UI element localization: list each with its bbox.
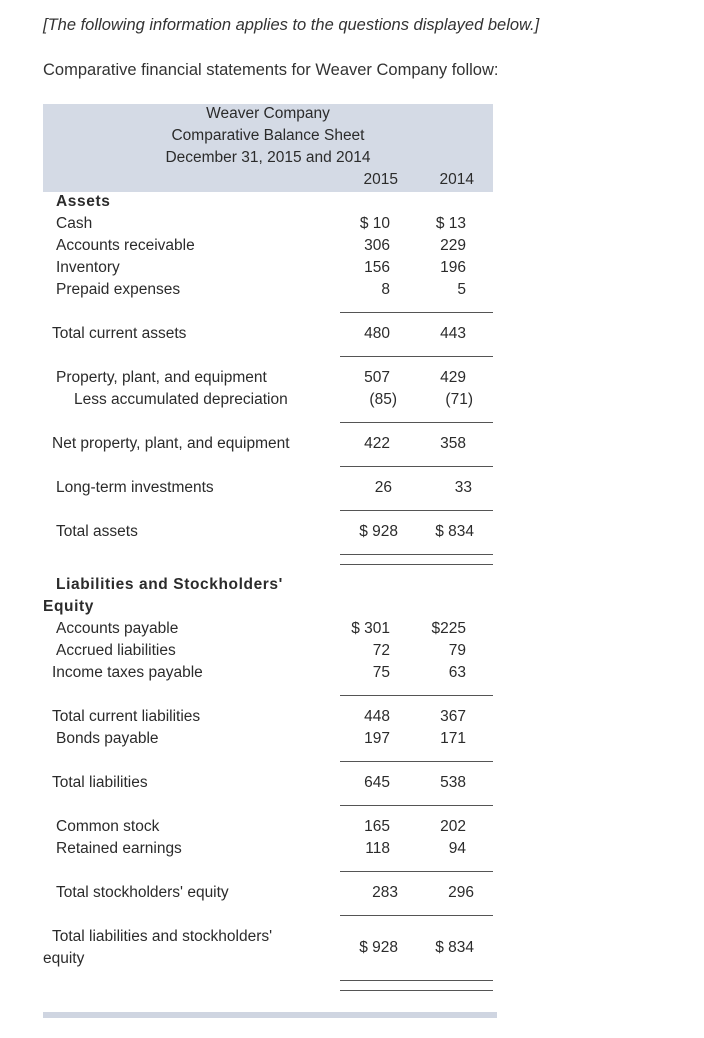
cash-2015: $ 10 bbox=[359, 215, 390, 232]
ppe-label: Property, plant, and equipment bbox=[56, 369, 267, 386]
statement-title: Comparative Balance Sheet bbox=[171, 127, 365, 144]
assets-heading: Assets bbox=[56, 193, 111, 210]
common-stock-2015: 165 bbox=[364, 818, 390, 835]
divider bbox=[340, 871, 493, 872]
table-footer-bar bbox=[43, 1012, 497, 1018]
accrued-2014: 79 bbox=[448, 642, 466, 659]
common-stock-label: Common stock bbox=[56, 818, 160, 835]
table-header bbox=[43, 104, 493, 192]
double-underline bbox=[340, 554, 493, 555]
prepaid-2014: 5 bbox=[457, 281, 466, 298]
liabilities-heading: Liabilities and Stockholders' bbox=[56, 576, 283, 593]
prepaid-label: Prepaid expenses bbox=[56, 281, 181, 298]
ppe-2015: 507 bbox=[364, 369, 390, 386]
intro-note: [The following information applies to th… bbox=[43, 16, 540, 34]
net-ppe-label: Net property, plant, and equipment bbox=[52, 435, 290, 452]
divider bbox=[340, 510, 493, 511]
intro-text: Comparative financial statements for Wea… bbox=[43, 61, 499, 79]
ar-2015: 306 bbox=[364, 237, 390, 254]
total-current-assets-label: Total current assets bbox=[52, 325, 187, 342]
inventory-2015: 156 bbox=[364, 259, 390, 276]
accum-dep-label: Less accumulated depreciation bbox=[74, 391, 288, 408]
income-tax-2014: 63 bbox=[448, 664, 466, 681]
retained-earnings-2014: 94 bbox=[448, 840, 466, 857]
total-se-label: Total stockholders' equity bbox=[56, 884, 229, 901]
total-le-label-continued: equity bbox=[43, 950, 85, 967]
inventory-label: Inventory bbox=[56, 259, 120, 276]
total-le-2014: $ 834 bbox=[435, 939, 474, 956]
bonds-2014: 171 bbox=[440, 730, 466, 747]
total-liabilities-label: Total liabilities bbox=[52, 774, 148, 791]
lt-investments-2015: 26 bbox=[374, 479, 392, 496]
ppe-2014: 429 bbox=[440, 369, 466, 386]
total-le-label: Total liabilities and stockholders' bbox=[52, 928, 273, 945]
total-current-assets-2014: 443 bbox=[440, 325, 466, 342]
total-current-liabilities-2014: 367 bbox=[440, 708, 466, 725]
total-se-2015: 283 bbox=[372, 884, 398, 901]
ar-label: Accounts receivable bbox=[56, 237, 195, 254]
lt-investments-2014: 33 bbox=[454, 479, 472, 496]
total-assets-2015: $ 928 bbox=[359, 523, 398, 540]
bonds-2015: 197 bbox=[364, 730, 390, 747]
bonds-label: Bonds payable bbox=[56, 730, 159, 747]
divider bbox=[340, 915, 493, 916]
accrued-label: Accrued liabilities bbox=[56, 642, 176, 659]
ap-2015: $ 301 bbox=[351, 620, 390, 637]
accum-dep-2015: (85) bbox=[369, 391, 397, 408]
inventory-2014: 196 bbox=[440, 259, 466, 276]
double-underline bbox=[340, 980, 493, 981]
ar-2014: 229 bbox=[440, 237, 466, 254]
statement-date: December 31, 2015 and 2014 bbox=[165, 149, 371, 166]
accum-dep-2014: (71) bbox=[445, 391, 473, 408]
column-header-2014: 2014 bbox=[439, 171, 474, 188]
lt-investments-label: Long-term investments bbox=[56, 479, 214, 496]
divider bbox=[340, 422, 493, 423]
double-underline bbox=[340, 564, 493, 565]
total-liabilities-2015: 645 bbox=[364, 774, 390, 791]
common-stock-2014: 202 bbox=[440, 818, 466, 835]
divider bbox=[340, 466, 493, 467]
cash-2014: $ 13 bbox=[435, 215, 466, 232]
divider bbox=[340, 312, 493, 313]
ap-2014: $225 bbox=[431, 620, 466, 637]
divider bbox=[340, 805, 493, 806]
income-tax-label: Income taxes payable bbox=[52, 664, 203, 681]
net-ppe-2015: 422 bbox=[364, 435, 390, 452]
income-tax-2015: 75 bbox=[372, 664, 390, 681]
accrued-2015: 72 bbox=[372, 642, 390, 659]
double-underline bbox=[340, 990, 493, 991]
divider bbox=[340, 356, 493, 357]
net-ppe-2014: 358 bbox=[440, 435, 466, 452]
divider bbox=[340, 761, 493, 762]
cash-label: Cash bbox=[56, 215, 93, 232]
retained-earnings-label: Retained earnings bbox=[56, 840, 182, 857]
liabilities-heading-continued: Equity bbox=[43, 598, 94, 615]
company-name: Weaver Company bbox=[206, 105, 330, 122]
divider bbox=[340, 695, 493, 696]
column-header-2015: 2015 bbox=[363, 171, 398, 188]
total-current-assets-2015: 480 bbox=[364, 325, 390, 342]
total-assets-label: Total assets bbox=[56, 523, 138, 540]
prepaid-2015: 8 bbox=[381, 281, 390, 298]
total-current-liabilities-label: Total current liabilities bbox=[52, 708, 201, 725]
retained-earnings-2015: 118 bbox=[365, 840, 390, 857]
ap-label: Accounts payable bbox=[56, 620, 179, 637]
total-se-2014: 296 bbox=[448, 884, 474, 901]
total-current-liabilities-2015: 448 bbox=[364, 708, 390, 725]
total-liabilities-2014: 538 bbox=[440, 774, 466, 791]
total-assets-2014: $ 834 bbox=[435, 523, 474, 540]
total-le-2015: $ 928 bbox=[359, 939, 398, 956]
